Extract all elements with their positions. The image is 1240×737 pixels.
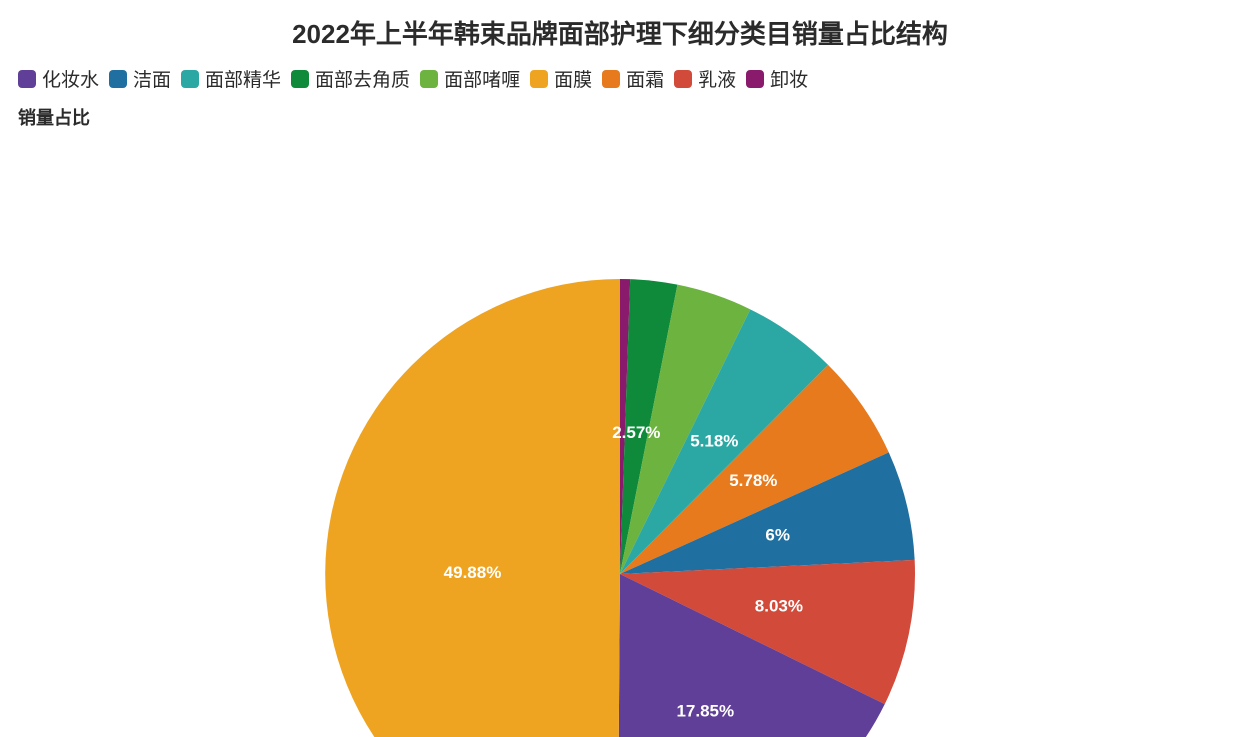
legend-item: 乳液 [674, 65, 736, 92]
chart-container: 2022年上半年韩束品牌面部护理下细分类目销量占比结构 化妆水 洁面 面部精华 面部去… [0, 0, 1240, 737]
legend-label: 面膜 [554, 65, 592, 92]
legend-item: 面部精华 [181, 65, 281, 92]
legend-swatch [674, 70, 692, 88]
legend: 化妆水 洁面 面部精华 面部去角质 面部啫喱 面膜 面霜 乳液 卸妆 [0, 51, 1240, 96]
legend-item: 面部啫喱 [420, 65, 520, 92]
legend-item: 面霜 [602, 65, 664, 92]
legend-swatch [746, 70, 764, 88]
chart-title: 2022年上半年韩束品牌面部护理下细分类目销量占比结构 [0, 0, 1240, 51]
legend-item: 面膜 [530, 65, 592, 92]
legend-swatch [181, 70, 199, 88]
legend-swatch [420, 70, 438, 88]
pie-slice-label: 2.57% [612, 423, 660, 442]
pie-slice-label: 5.78% [729, 471, 777, 490]
pie-slice-label: 8.03% [755, 596, 803, 615]
legend-item: 洁面 [109, 65, 171, 92]
legend-label: 面部啫喱 [444, 65, 520, 92]
pie-slice [325, 279, 620, 737]
legend-item: 化妆水 [18, 65, 99, 92]
legend-label: 面霜 [626, 65, 664, 92]
legend-swatch [602, 70, 620, 88]
chart-subtitle: 销量占比 [0, 96, 1240, 130]
legend-label: 卸妆 [770, 65, 808, 92]
pie-slice-label: 49.88% [444, 563, 502, 582]
legend-swatch [18, 70, 36, 88]
legend-swatch [530, 70, 548, 88]
legend-label: 面部去角质 [315, 65, 410, 92]
pie-slice-label: 6% [765, 525, 790, 544]
legend-item: 面部去角质 [291, 65, 410, 92]
legend-label: 乳液 [698, 65, 736, 92]
pie-slice-label: 5.18% [690, 431, 738, 450]
legend-swatch [291, 70, 309, 88]
legend-item: 卸妆 [746, 65, 808, 92]
pie-chart: 2.57% 5.18% 5.78% 6% 8.03% 17.85% 49.88% [0, 130, 1240, 737]
legend-label: 洁面 [133, 65, 171, 92]
legend-label: 面部精华 [205, 65, 281, 92]
legend-swatch [109, 70, 127, 88]
pie-slice-label: 17.85% [676, 701, 734, 720]
legend-label: 化妆水 [42, 65, 99, 92]
